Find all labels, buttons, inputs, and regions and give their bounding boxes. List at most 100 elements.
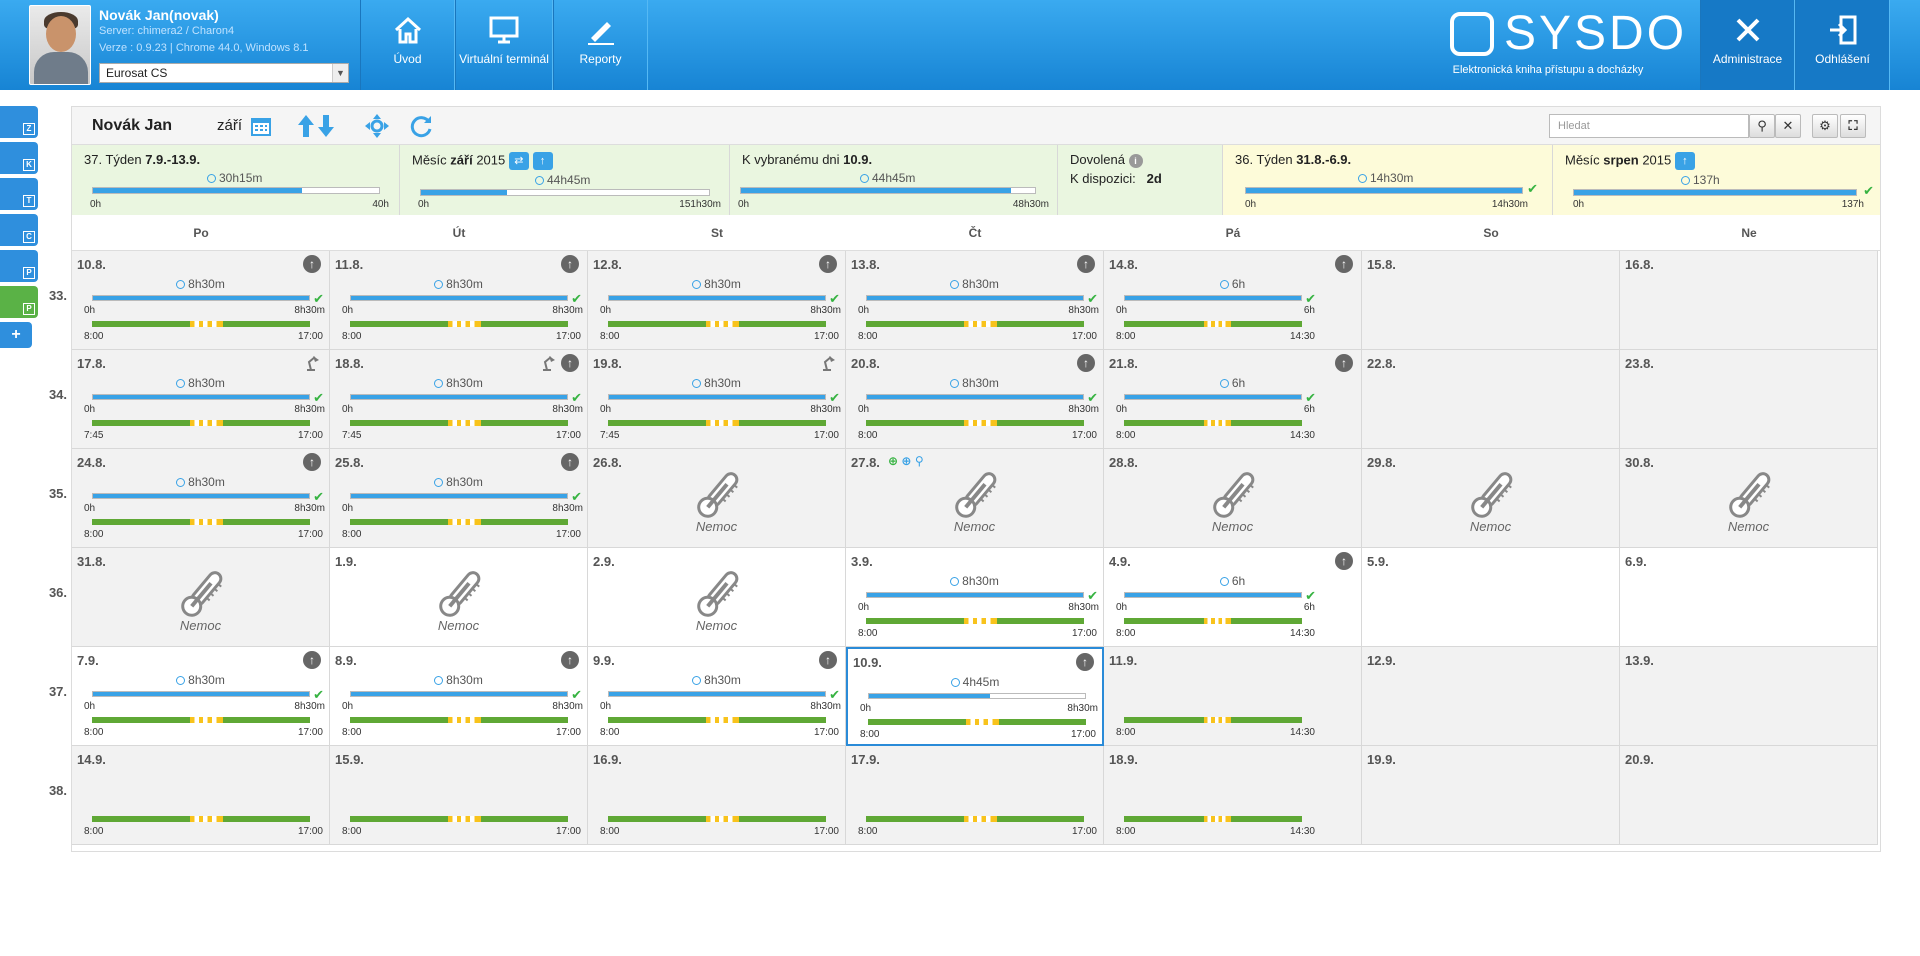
day-cell[interactable]: 17.8. 8h30m ✔ 0h 8h30m 7:45 17:00 xyxy=(72,350,330,449)
thermometer-icon xyxy=(697,571,739,617)
upload-icon[interactable]: ↑ xyxy=(561,651,579,669)
lamp-icon[interactable] xyxy=(539,354,557,372)
day-cell[interactable]: 26.8. Nemoc xyxy=(588,449,846,548)
company-select[interactable]: Eurosat CS ▼ xyxy=(99,63,349,83)
day-cell[interactable]: 12.9. xyxy=(1362,647,1620,746)
day-cell[interactable]: 15.8. xyxy=(1362,251,1620,350)
nav-home-button[interactable]: Úvod xyxy=(360,0,455,90)
calendar-icon[interactable] xyxy=(249,113,273,139)
day-cell[interactable]: 27.8. Nemoc ⊕ ⊕ ⚲ xyxy=(846,449,1104,548)
day-cell[interactable]: 7.9. ↑ 8h30m ✔ 0h 8h30m 8:00 17:00 xyxy=(72,647,330,746)
upload-icon[interactable]: ↑ xyxy=(1077,354,1095,372)
search-input[interactable]: Hledat xyxy=(1549,114,1749,138)
day-cell[interactable]: 4.9. ↑ 6h ✔ 0h 6h 8:00 14:30 xyxy=(1104,548,1362,647)
upload-icon[interactable]: ↑ xyxy=(819,255,837,273)
day-cell[interactable]: 12.8. ↑ 8h30m ✔ 0h 8h30m 8:00 17:00 xyxy=(588,251,846,350)
day-cell[interactable]: 9.9. ↑ 8h30m ✔ 0h 8h30m 8:00 17:00 xyxy=(588,647,846,746)
fullscreen-button[interactable]: ⛶ xyxy=(1840,114,1866,138)
lamp-icon[interactable] xyxy=(303,354,321,372)
clock-icon xyxy=(207,174,216,183)
day-cell[interactable]: 15.9. 8:00 17:00 xyxy=(330,746,588,845)
day-cell[interactable]: 13.8. ↑ 8h30m ✔ 0h 8h30m 8:00 17:00 xyxy=(846,251,1104,350)
day-cell[interactable]: 28.8. Nemoc xyxy=(1104,449,1362,548)
sidebar-add-button[interactable]: + xyxy=(0,322,32,348)
add-icon[interactable]: ⊕ xyxy=(888,454,899,468)
day-cell[interactable]: 6.9. xyxy=(1620,548,1878,647)
day-cell[interactable]: 1.9. Nemoc xyxy=(330,548,588,647)
day-cell[interactable]: 17.9. 8:00 17:00 xyxy=(846,746,1104,845)
search-icon[interactable]: ⚲ xyxy=(914,454,924,468)
upload-icon[interactable]: ↑ xyxy=(1077,255,1095,273)
day-cell[interactable]: 18.8. ↑ 8h30m ✔ 0h 8h30m 7:45 17:00 xyxy=(330,350,588,449)
upload-icon[interactable]: ↑ xyxy=(1335,255,1353,273)
nav-terminal-button[interactable]: Virtuální terminál xyxy=(455,0,553,90)
day-cell[interactable]: 31.8. Nemoc xyxy=(72,548,330,647)
day-cell[interactable]: 19.8. 8h30m ✔ 0h 8h30m 7:45 17:00 xyxy=(588,350,846,449)
sidebar-list-button[interactable]: Z xyxy=(0,106,38,138)
day-cell[interactable]: 30.8. Nemoc xyxy=(1620,449,1878,548)
day-cell[interactable]: 24.8. ↑ 8h30m ✔ 0h 8h30m 8:00 17:00 xyxy=(72,449,330,548)
day-cell[interactable]: 18.9. 8:00 14:30 xyxy=(1104,746,1362,845)
month-label[interactable]: září xyxy=(217,117,243,134)
summary-prev-month-pre: Měsíc xyxy=(1565,152,1604,168)
day-cell[interactable]: 25.8. ↑ 8h30m ✔ 0h 8h30m 8:00 17:00 xyxy=(330,449,588,548)
upload-icon[interactable]: ↑ xyxy=(532,152,553,170)
settings-button[interactable]: ⚙ xyxy=(1812,114,1838,138)
upload-icon[interactable]: ↑ xyxy=(561,453,579,471)
sidebar-employees-button[interactable]: K xyxy=(0,142,38,174)
arrow-down-icon[interactable] xyxy=(317,113,335,139)
day-cell[interactable]: 10.8. ↑ 8h30m ✔ 0h 8h30m 8:00 17:00 xyxy=(72,251,330,350)
nav-admin-button[interactable]: Administrace xyxy=(1700,0,1795,90)
upload-icon[interactable]: ↑ xyxy=(303,255,321,273)
bar-max: 8h30m xyxy=(1068,305,1099,316)
upload-icon[interactable]: ↑ xyxy=(1674,152,1695,170)
day-cell[interactable]: 20.8. ↑ 8h30m ✔ 0h 8h30m 8:00 17:00 xyxy=(846,350,1104,449)
nav-reports-button[interactable]: Reporty xyxy=(553,0,648,90)
day-cell[interactable]: 3.9. 8h30m ✔ 0h 8h30m 8:00 17:00 xyxy=(846,548,1104,647)
sidebar-calendar-button[interactable]: P xyxy=(0,286,38,318)
upload-icon[interactable]: ↑ xyxy=(1335,552,1353,570)
summary-month-pre: Měsíc xyxy=(412,152,451,168)
search-button[interactable]: ⚲ xyxy=(1749,114,1775,138)
arrow-up-icon[interactable] xyxy=(297,113,315,139)
upload-icon[interactable]: ↑ xyxy=(561,255,579,273)
day-cell[interactable]: 19.9. xyxy=(1362,746,1620,845)
day-cell[interactable]: 2.9. Nemoc xyxy=(588,548,846,647)
sidebar-alerts-button[interactable]: C xyxy=(0,214,38,246)
day-cell[interactable]: 16.9. 8:00 17:00 xyxy=(588,746,846,845)
refresh-icon[interactable] xyxy=(408,113,434,139)
day-cell[interactable]: 14.9. 8:00 17:00 xyxy=(72,746,330,845)
sidebar-groups-button[interactable]: P xyxy=(0,250,38,282)
sidebar-attendance-button[interactable]: T xyxy=(0,178,38,210)
clear-search-button[interactable]: ✕ xyxy=(1775,114,1801,138)
day-cell[interactable]: 14.8. ↑ 6h ✔ 0h 6h 8:00 14:30 xyxy=(1104,251,1362,350)
day-cell[interactable]: 21.8. ↑ 6h ✔ 0h 6h 8:00 14:30 xyxy=(1104,350,1362,449)
day-cell[interactable]: 20.9. xyxy=(1620,746,1878,845)
day-cell[interactable]: 16.8. xyxy=(1620,251,1878,350)
bar-max: 8h30m xyxy=(294,503,325,514)
upload-icon[interactable]: ↑ xyxy=(303,651,321,669)
day-date: 12.8. xyxy=(593,257,622,272)
day-cell[interactable]: 29.8. Nemoc xyxy=(1362,449,1620,548)
day-cell[interactable]: 23.8. xyxy=(1620,350,1878,449)
upload-icon[interactable]: ↑ xyxy=(819,651,837,669)
switch-icon[interactable]: ⇄ xyxy=(508,152,529,170)
chevron-down-icon[interactable]: ▼ xyxy=(332,64,348,82)
move-icon[interactable] xyxy=(364,113,390,139)
day-cell[interactable]: 11.8. ↑ 8h30m ✔ 0h 8h30m 8:00 17:00 xyxy=(330,251,588,350)
day-cell[interactable]: 8.9. ↑ 8h30m ✔ 0h 8h30m 8:00 17:00 xyxy=(330,647,588,746)
day-cell[interactable]: 22.8. xyxy=(1362,350,1620,449)
nav-logout-button[interactable]: Odhlášení xyxy=(1795,0,1890,90)
day-cell[interactable]: 10.9. ↑ 4h45m 0h 8h30m 8:00 17:00 xyxy=(846,647,1104,746)
lamp-icon[interactable] xyxy=(819,354,837,372)
add-blue-icon[interactable]: ⊕ xyxy=(901,454,912,468)
day-cell[interactable]: 13.9. xyxy=(1620,647,1878,746)
day-cell[interactable]: 11.9. 8:00 14:30 xyxy=(1104,647,1362,746)
avatar[interactable] xyxy=(29,5,91,85)
upload-icon[interactable]: ↑ xyxy=(1076,653,1094,671)
upload-icon[interactable]: ↑ xyxy=(561,354,579,372)
upload-icon[interactable]: ↑ xyxy=(1335,354,1353,372)
day-cell[interactable]: 5.9. xyxy=(1362,548,1620,647)
upload-icon[interactable]: ↑ xyxy=(303,453,321,471)
info-icon[interactable]: i xyxy=(1128,154,1143,168)
